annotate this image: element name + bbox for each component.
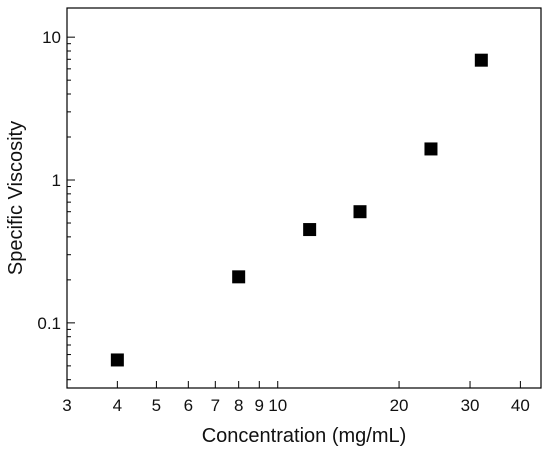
y-tick-label: 10 <box>42 28 61 47</box>
x-tick-label: 3 <box>62 396 71 415</box>
x-tick-label: 6 <box>184 396 193 415</box>
x-tick-label: 4 <box>113 396 122 415</box>
y-tick-label: 0.1 <box>37 314 61 333</box>
data-point <box>110 353 124 367</box>
x-tick-label: 7 <box>211 396 220 415</box>
x-axis-ticks: 3 4 5 6 7 8 9 10 20 30 40 <box>62 381 530 415</box>
x-tick-label: 9 <box>255 396 264 415</box>
y-tick-label: 1 <box>52 171 61 190</box>
data-points <box>110 53 488 367</box>
x-tick-label: 8 <box>234 396 243 415</box>
x-axis-title: Concentration (mg/mL) <box>202 425 407 447</box>
data-point <box>232 270 246 284</box>
data-point <box>303 223 317 237</box>
data-point <box>474 53 488 67</box>
y-axis-title: Specific Viscosity <box>5 121 27 275</box>
data-point <box>353 205 367 219</box>
y-axis-ticks: 0.1 1 10 <box>37 28 75 381</box>
x-tick-label: 20 <box>390 396 409 415</box>
plot-frame <box>66 7 542 389</box>
x-tick-label: 10 <box>268 396 287 415</box>
x-tick-label: 5 <box>152 396 161 415</box>
x-tick-label: 40 <box>511 396 530 415</box>
data-point <box>424 142 438 156</box>
x-tick-label: 30 <box>461 396 480 415</box>
